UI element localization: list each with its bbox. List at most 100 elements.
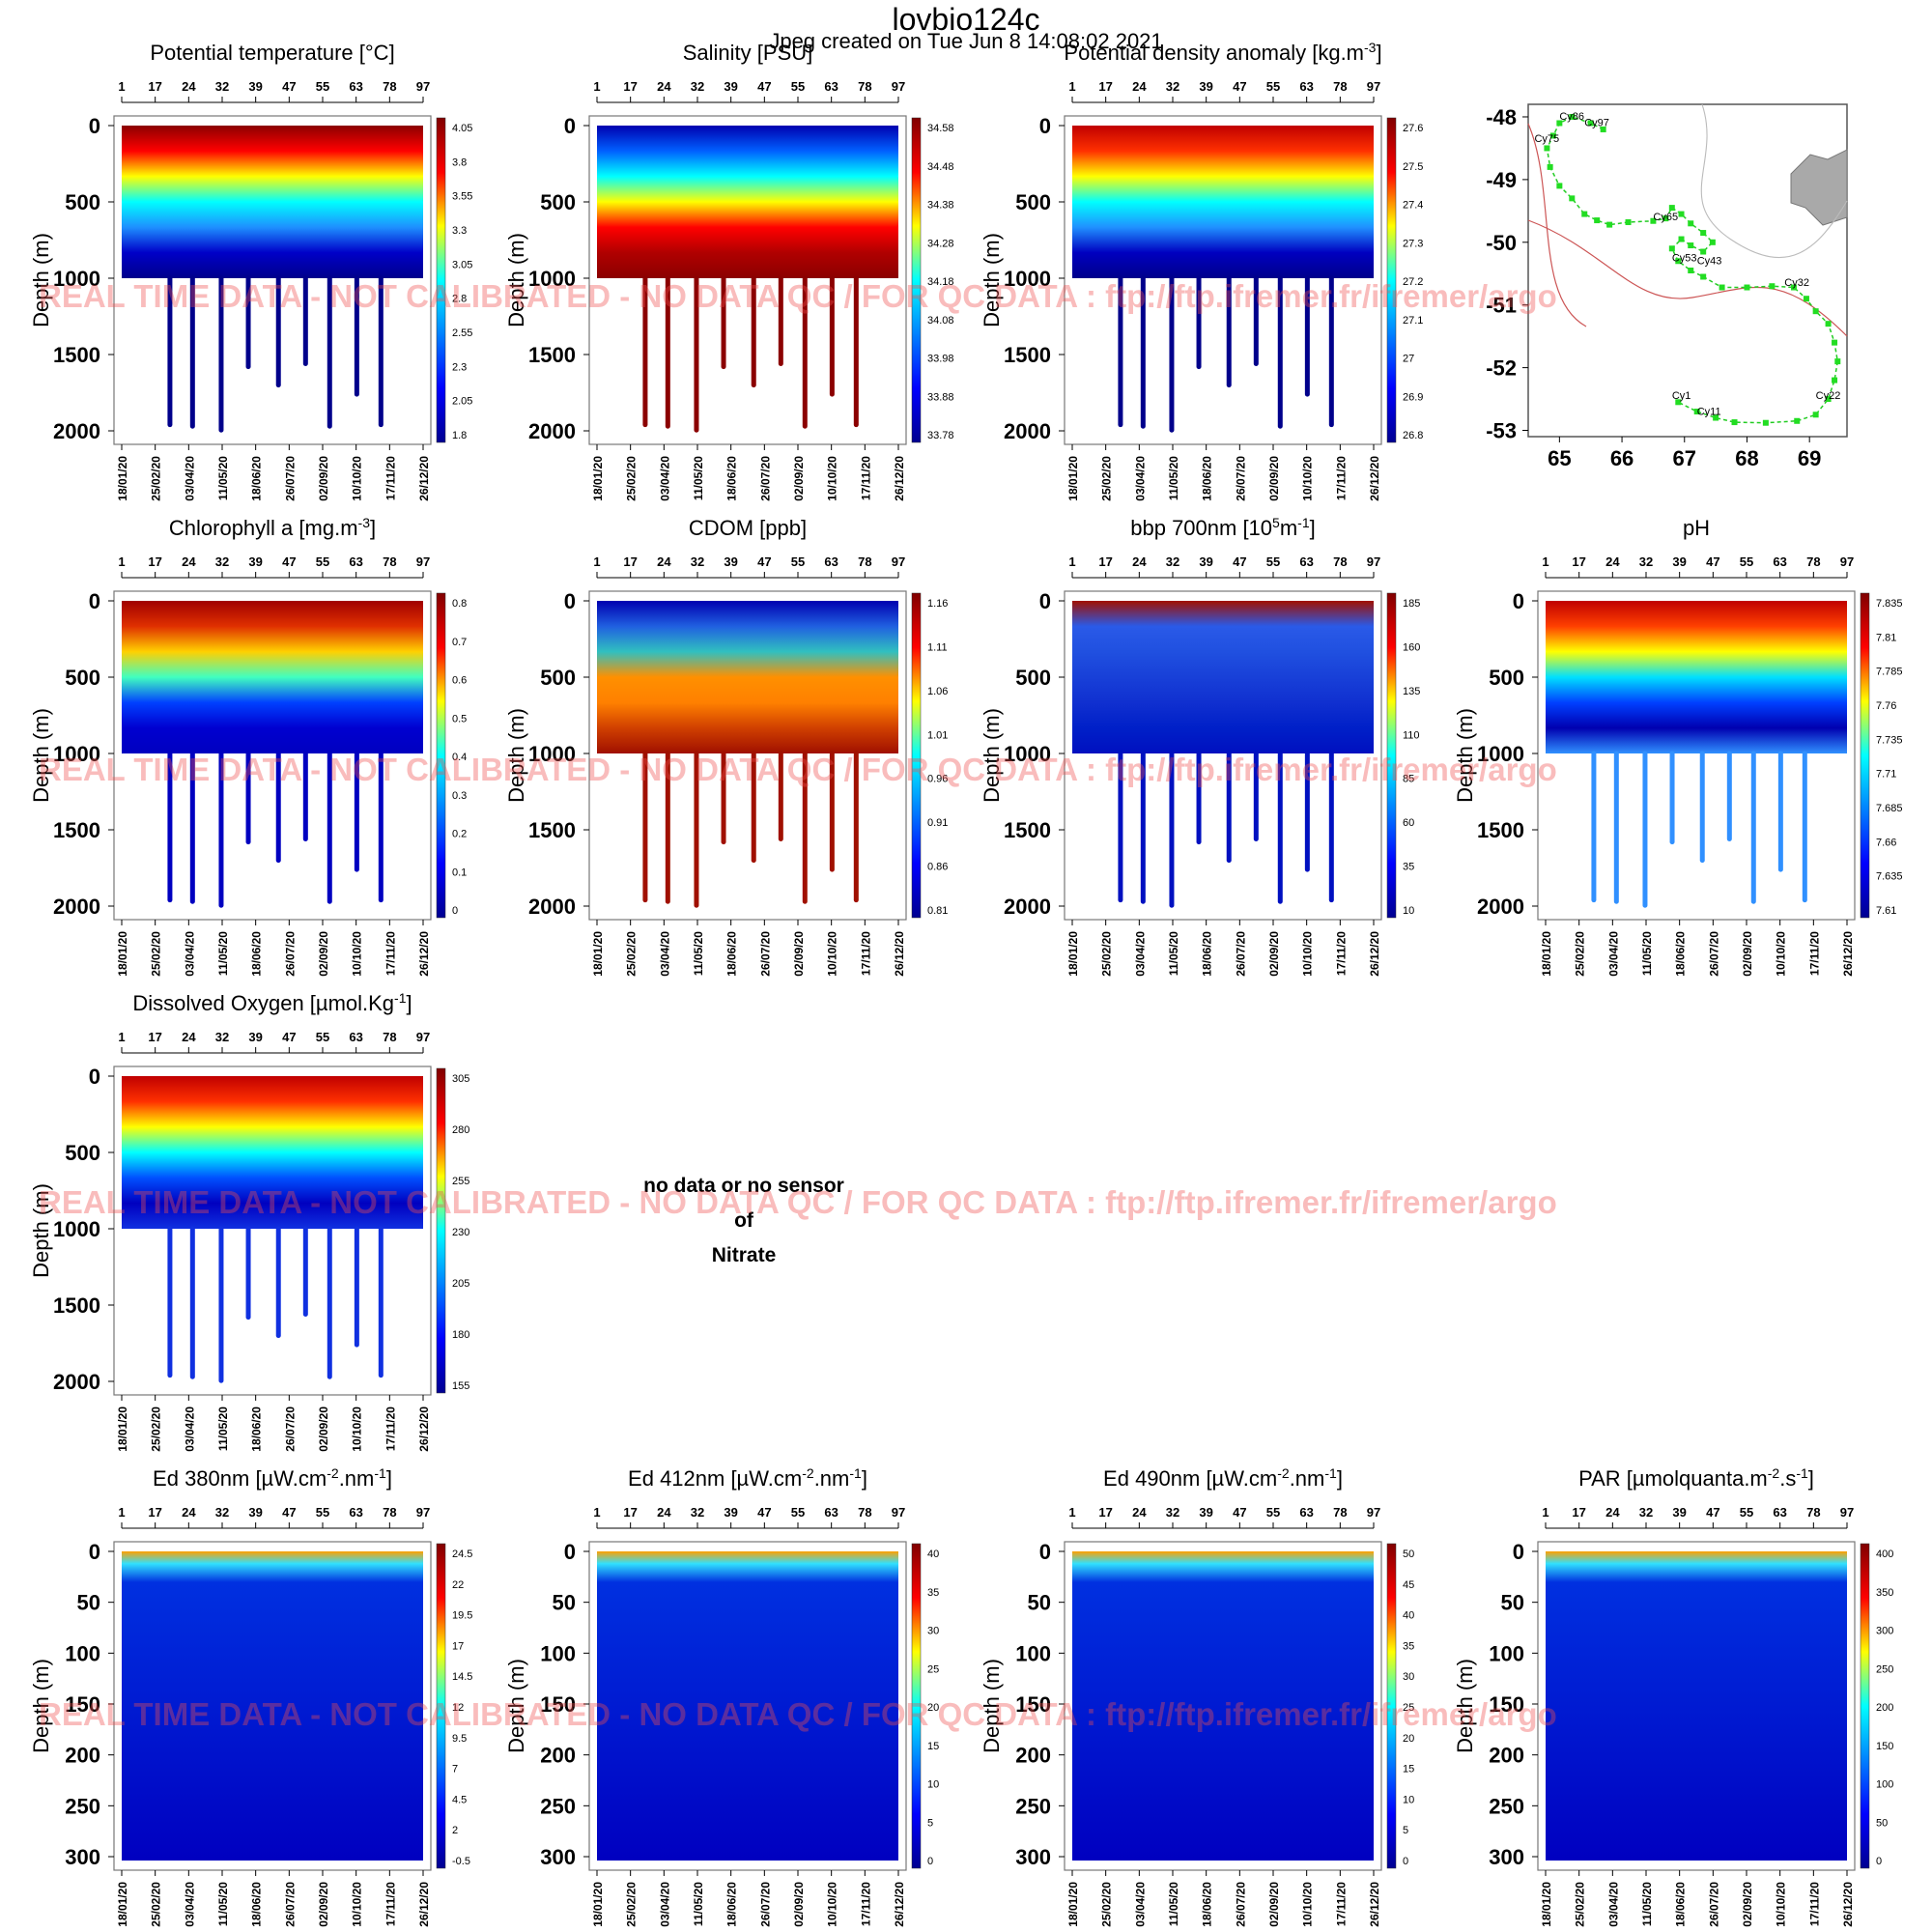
date-tick-label: 03/04/20 [658,456,671,501]
colorbar-label: 7.76 [1876,700,1896,712]
date-tick-label: 02/09/20 [792,931,806,977]
y-tick-label: -49 [1486,168,1517,192]
top-tick-label: 1 [1068,1505,1075,1520]
colorbar-label: 3.8 [452,156,467,168]
date-tick-label: 18/06/20 [250,456,264,501]
y-tick-label: 500 [65,1141,100,1165]
date-tick-label: 26/12/20 [1368,456,1381,501]
colorbar-label: 12 [452,1702,464,1714]
date-tick-label: 26/12/20 [893,931,906,977]
top-tick-label: 47 [282,554,296,569]
date-tick-label: 10/10/20 [351,931,364,977]
top-tick-label: 32 [1639,1505,1653,1520]
date-tick-label: 18/06/20 [725,456,739,501]
track-point [1594,217,1601,224]
colorbar-label: 3.05 [452,259,472,270]
no-data-line-2: of [734,1209,753,1232]
date-tick-label: 03/04/20 [183,1882,196,1927]
top-tick-label: 1 [118,79,125,94]
date-tick-label: 11/05/20 [1640,1882,1654,1926]
x-tick-label: 65 [1548,446,1571,470]
colorbar-label: 4.05 [452,123,472,134]
date-tick-label: 02/09/20 [317,1882,330,1927]
date-tick-label: 25/02/20 [150,456,163,501]
profile-field [597,601,898,753]
date-tick-label: 17/11/20 [859,1882,872,1926]
top-tick-label: 55 [791,554,805,569]
colorbar-label: 185 [1403,598,1420,610]
track-point [1581,211,1588,217]
date-tick-label: 26/07/20 [758,931,772,977]
top-tick-label: 78 [858,79,871,94]
top-tick-label: 17 [148,79,161,94]
top-tick-label: 32 [691,554,704,569]
track-point [1834,358,1841,365]
top-tick-label: 55 [1740,1505,1753,1520]
track-point [1556,120,1563,127]
date-tick-label: 25/02/20 [625,456,639,501]
panel-8: Dissolved Oxygen [µmol.Kg-1] 0 500 1000 1500… [29,990,469,1452]
track-point [1662,215,1669,222]
x-tick-label: 66 [1610,446,1634,470]
date-tick-label: 10/10/20 [826,456,839,501]
date-tick-label: 18/06/20 [1201,456,1214,501]
top-tick-label: 39 [1672,1505,1686,1520]
top-tick-label: 1 [1068,79,1075,94]
colorbar [911,117,922,443]
colorbar-label: 85 [1403,774,1414,785]
date-tick-label: 10/10/20 [351,1406,364,1452]
panel-title: pH [1683,516,1710,540]
y-tick-label: 2000 [1004,419,1051,443]
date-tick-label: 17/11/20 [859,456,872,500]
top-tick-label: 63 [1299,554,1313,569]
top-tick-label: 78 [383,1030,396,1044]
colorbar-label: 7.61 [1876,905,1896,917]
y-tick-label: 300 [1489,1845,1524,1869]
date-tick-label: 11/05/20 [1167,931,1180,976]
colorbar-label: 0.8 [452,598,467,610]
top-tick-label: 39 [724,79,737,94]
top-tick-label: 63 [1773,1505,1786,1520]
date-tick-label: 26/07/20 [758,456,772,501]
coast-contour [1527,123,1587,327]
date-tick-label: 11/05/20 [216,931,230,976]
track-point [1791,284,1797,291]
y-tick-label: 2000 [53,1370,100,1394]
date-tick-label: 18/01/20 [1540,931,1553,977]
date-tick-label: 02/09/20 [792,1882,806,1927]
date-tick-label: 11/05/20 [692,931,705,976]
colorbar-label: 30 [1403,1671,1414,1683]
panel-title: Ed 380nm [µW.cm-2.nm-1] [153,1465,392,1491]
colorbar-label: 7.785 [1876,667,1903,678]
y-tick-label: 250 [1015,1794,1051,1818]
track-point [1719,284,1725,291]
top-tick-label: 97 [892,79,905,94]
top-tick-label: 1 [593,554,600,569]
y-tick-label: 500 [65,190,100,214]
date-tick-label: 18/01/20 [1540,1882,1553,1927]
y-tick-label: 1000 [53,1217,100,1241]
top-tick-label: 97 [416,1030,430,1044]
top-tick-label: 39 [248,1030,262,1044]
top-tick-label: 24 [1132,1505,1147,1520]
panel-title: Ed 490nm [µW.cm-2.nm-1] [1103,1465,1343,1491]
colorbar-label: 50 [1403,1548,1414,1560]
date-tick-label: 25/02/20 [150,931,163,977]
cycle-label: Cy65 [1653,212,1678,223]
date-tick-label: 11/05/20 [216,1406,230,1451]
y-tick-label: 1000 [1477,742,1524,766]
y-tick-label: 1000 [1004,742,1051,766]
y-tick-label: 1000 [53,267,100,291]
y-tick-label: 100 [1489,1641,1524,1665]
date-tick-label: 03/04/20 [183,456,196,501]
date-tick-label: 02/09/20 [1741,1882,1754,1927]
top-tick-label: 32 [1166,79,1179,94]
top-tick-label: 55 [316,1030,329,1044]
colorbar-label: 2.8 [452,294,467,305]
y-tick-label: 0 [564,114,576,138]
date-tick-label: 25/02/20 [1574,1882,1587,1927]
y-tick-label: -48 [1486,105,1517,129]
cycle-label: Cy32 [1784,277,1809,289]
top-tick-label: 24 [182,1030,196,1044]
top-tick-label: 63 [349,1505,362,1520]
